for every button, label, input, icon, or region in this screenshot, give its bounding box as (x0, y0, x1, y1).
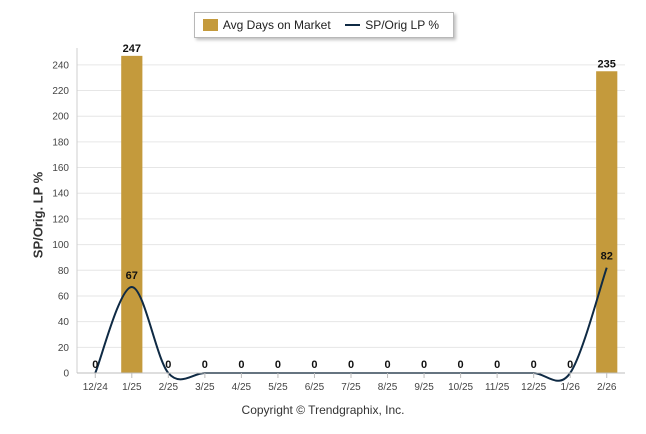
x-tick-label: 7/25 (341, 382, 361, 393)
y-tick-label: 220 (52, 86, 69, 97)
x-tick-label: 12/25 (521, 382, 546, 393)
legend-label-bar: Avg Days on Market (222, 18, 331, 32)
x-tick-label: 4/25 (232, 382, 252, 393)
y-tick-label: 80 (58, 266, 70, 277)
bar (596, 71, 618, 373)
bar-value-label: 247 (123, 43, 141, 55)
x-tick-label: 2/26 (597, 382, 617, 393)
legend-swatch-bar (203, 19, 218, 31)
line-value-label: 67 (126, 270, 138, 282)
y-tick-label: 200 (52, 112, 69, 123)
x-tick-label: 11/25 (485, 382, 510, 393)
y-tick-label: 0 (63, 369, 69, 380)
copyright: Copyright © Trendgraphix, Inc. (241, 403, 405, 417)
line-value-label: 0 (494, 359, 500, 371)
x-tick-label: 2/25 (159, 382, 179, 393)
bar (121, 55, 143, 374)
line-value-label: 0 (238, 359, 244, 371)
bars (121, 55, 618, 374)
grid-lines (77, 64, 625, 374)
legend-swatch-line (344, 24, 361, 26)
x-tick-label: 12/24 (83, 382, 108, 393)
line-value-label: 0 (92, 359, 98, 371)
legend-label-line: SP/Orig LP % (365, 18, 439, 32)
x-tick-label: 5/25 (268, 382, 288, 393)
x-tick-label: 10/25 (448, 382, 473, 393)
bar-value-label: 235 (598, 58, 616, 70)
y-tick-label: 40 (58, 317, 70, 328)
line-value-label: 0 (348, 359, 354, 371)
y-tick-label: 160 (52, 163, 69, 174)
legend: Avg Days on Market SP/Orig LP % (194, 12, 454, 38)
x-tick-label: 3/25 (195, 382, 215, 393)
line-value-label: 0 (458, 359, 464, 371)
line-value-label: 82 (601, 251, 613, 263)
x-tick-label: 6/25 (305, 382, 325, 393)
y-tick-label: 120 (52, 214, 69, 225)
y-tick-label: 60 (58, 291, 70, 302)
line-value-label: 0 (384, 359, 390, 371)
y-tick-label: 240 (52, 60, 69, 71)
x-tick-label: 8/25 (378, 382, 398, 393)
line-value-label: 0 (311, 359, 317, 371)
y-tick-label: 20 (58, 343, 70, 354)
x-tick-label: 9/25 (414, 382, 434, 393)
line-value-label: 0 (531, 359, 537, 371)
y-axis: 0 20 40 60 80 100 120 140 160 180 200 220 240 (52, 48, 78, 380)
line-value-label: 0 (165, 359, 171, 371)
line-value-label: 0 (421, 359, 427, 371)
x-axis: 12/24 1/25 2/25 3/25 4/25 5/25 6/25 7/25 8/25 9/2… (77, 372, 625, 393)
x-tick-label: 1/25 (122, 382, 142, 393)
data-labels: 247 235 0 67 0 0 0 0 0 0 0 0 0 0 0 0 82 (92, 43, 616, 371)
line-value-label: 0 (567, 359, 573, 371)
y-tick-label: 100 (52, 240, 69, 251)
y-tick-label: 180 (52, 137, 69, 148)
x-tick-label: 1/26 (560, 382, 580, 393)
y-tick-label: 140 (52, 189, 69, 200)
line-value-label: 0 (275, 359, 281, 371)
y-axis-title: SP/Orig. LP % (30, 171, 46, 259)
line-value-label: 0 (202, 359, 208, 371)
